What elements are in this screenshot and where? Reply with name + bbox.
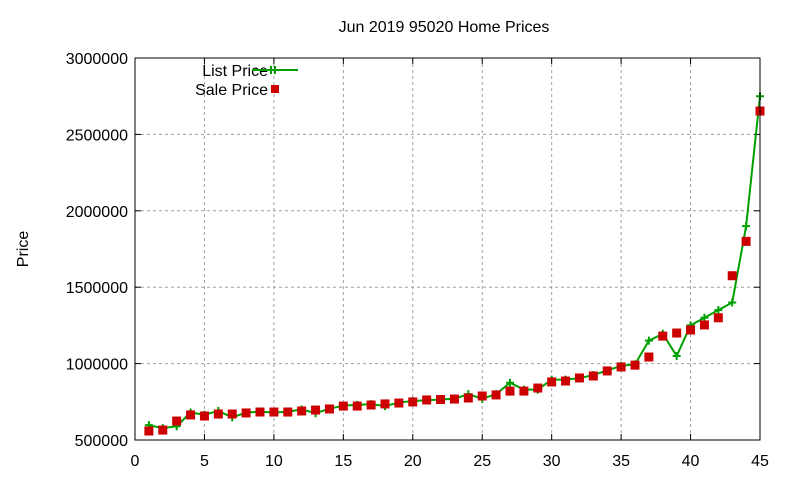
grid <box>135 58 760 440</box>
sale-price-point <box>741 236 751 246</box>
sale-price-point <box>297 406 307 416</box>
x-tick-label: 25 <box>473 453 491 470</box>
legend: List Price Sale Price <box>195 63 298 99</box>
legend-label-sale-price: Sale Price <box>195 82 268 99</box>
sale-price-point <box>283 407 293 417</box>
list-price-point <box>506 378 514 387</box>
sale-price-point <box>727 271 737 281</box>
sale-price-point <box>172 416 182 426</box>
list-price-point <box>644 336 653 345</box>
sale-price-point <box>505 386 515 396</box>
x-tick-label: 35 <box>612 453 630 470</box>
chart-title: Jun 2019 95020 Home Prices <box>339 19 550 36</box>
sale-price-point <box>366 400 376 410</box>
list-price-point <box>742 222 751 231</box>
sale-price-point <box>519 386 529 396</box>
sale-price-point <box>186 410 196 420</box>
list-price-point <box>672 351 681 360</box>
axis-ticks: 0 5 10 15 20 25 30 35 40 45 500000 1000000 1500000 20… <box>66 51 769 470</box>
sale-price-point <box>158 425 168 435</box>
x-tick-label: 40 <box>682 453 700 470</box>
sale-price-point <box>227 409 237 419</box>
y-tick-label: 3000000 <box>66 51 128 68</box>
sale-price-point <box>324 404 334 414</box>
sale-price-point <box>241 408 251 418</box>
sale-price-point <box>463 393 473 403</box>
legend-label-list-price: List Price <box>202 63 268 80</box>
list-price-point <box>714 306 723 315</box>
legend-marker-list-price <box>270 66 279 74</box>
sale-price-point <box>380 399 390 409</box>
y-tick-label: 500000 <box>75 433 128 450</box>
sale-price-point <box>672 328 682 338</box>
list-price-line <box>148 96 761 430</box>
sale-price-point <box>422 395 432 405</box>
sale-price-point <box>144 426 154 436</box>
legend-marker-sale-price <box>271 85 279 93</box>
sale-price-point <box>436 395 446 405</box>
y-tick-label: 1500000 <box>66 280 128 297</box>
y-axis-label: Price <box>15 231 32 268</box>
sale-price-point <box>588 371 598 381</box>
plot-border <box>134 57 761 441</box>
x-tick-label: 10 <box>265 453 283 470</box>
y-tick-label: 2000000 <box>66 204 128 221</box>
y-tick-label: 2500000 <box>66 127 128 144</box>
x-tick-label: 5 <box>200 453 209 470</box>
sale-price-point <box>574 373 584 383</box>
x-tick-label: 15 <box>334 453 352 470</box>
sale-price-point <box>213 409 223 419</box>
sale-price-point <box>477 391 487 401</box>
sale-price-point <box>394 398 404 408</box>
sale-price-point <box>199 411 209 421</box>
sale-price-point <box>644 352 654 362</box>
sale-price-point <box>630 360 640 370</box>
sale-price-point <box>533 383 543 393</box>
sale-price-point <box>269 407 279 417</box>
series-layer <box>144 92 765 436</box>
sale-price-point <box>491 390 501 400</box>
x-tick-label: 45 <box>751 453 769 470</box>
sale-price-point <box>311 405 321 415</box>
x-tick-label: 0 <box>131 453 140 470</box>
sale-price-point <box>547 377 557 387</box>
sale-price-point <box>658 331 668 341</box>
sale-price-point <box>255 407 265 417</box>
sale-price-point <box>352 401 362 411</box>
sale-price-point <box>686 325 696 335</box>
sale-price-point <box>602 366 612 376</box>
sale-price-point <box>699 320 709 330</box>
sale-price-point <box>561 376 571 386</box>
list-price-point <box>700 313 709 322</box>
list-price-point <box>728 298 737 307</box>
sale-price-point <box>616 362 626 372</box>
y-tick-label: 1000000 <box>66 357 128 374</box>
sale-price-point <box>449 394 459 404</box>
sale-price-point <box>338 401 348 411</box>
sale-price-point <box>713 313 723 323</box>
x-tick-label: 30 <box>543 453 561 470</box>
sale-price-point <box>408 397 418 407</box>
x-tick-label: 20 <box>404 453 422 470</box>
